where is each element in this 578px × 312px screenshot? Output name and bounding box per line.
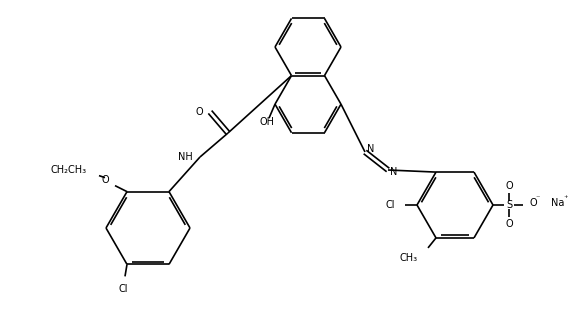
Text: O: O — [505, 181, 513, 191]
Text: Cl: Cl — [118, 284, 128, 295]
Text: O: O — [505, 219, 513, 229]
Text: ⁻: ⁻ — [535, 193, 539, 202]
Text: O: O — [101, 175, 109, 185]
Text: OH: OH — [260, 117, 275, 127]
Text: CH₃: CH₃ — [400, 253, 418, 263]
Text: S: S — [506, 200, 512, 210]
Text: N: N — [390, 167, 398, 177]
Text: Cl: Cl — [386, 200, 395, 210]
Text: O: O — [195, 107, 203, 117]
Text: NH: NH — [178, 152, 193, 162]
Text: O: O — [529, 198, 536, 208]
Text: N: N — [367, 144, 375, 154]
Text: ⁺: ⁺ — [563, 193, 568, 202]
Text: Na: Na — [551, 198, 564, 208]
Text: CH₂CH₃: CH₂CH₃ — [51, 165, 87, 175]
